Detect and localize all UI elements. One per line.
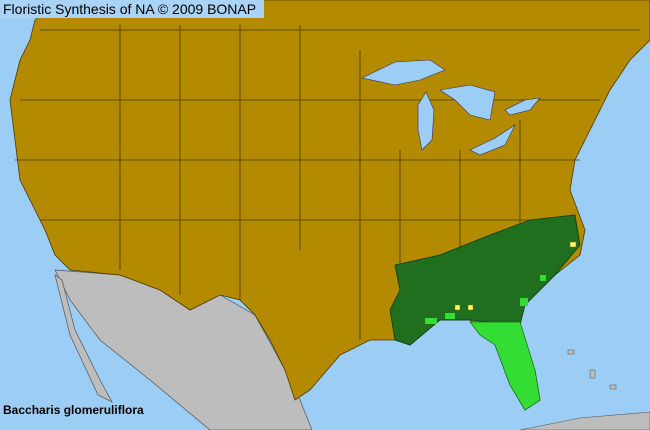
rare-counties [454, 241, 577, 311]
state-borders [15, 25, 640, 340]
gulf-coast-counties [425, 275, 546, 324]
species-label: Baccharis glomeruliflora [3, 403, 144, 417]
florida-present-counties [469, 321, 541, 411]
great-lakes [361, 59, 541, 156]
map-title: Floristic Synthesis of NA © 2009 BONAP [0, 0, 265, 18]
baja-california [54, 274, 113, 403]
bahamas [567, 349, 617, 390]
cuba [519, 411, 650, 430]
